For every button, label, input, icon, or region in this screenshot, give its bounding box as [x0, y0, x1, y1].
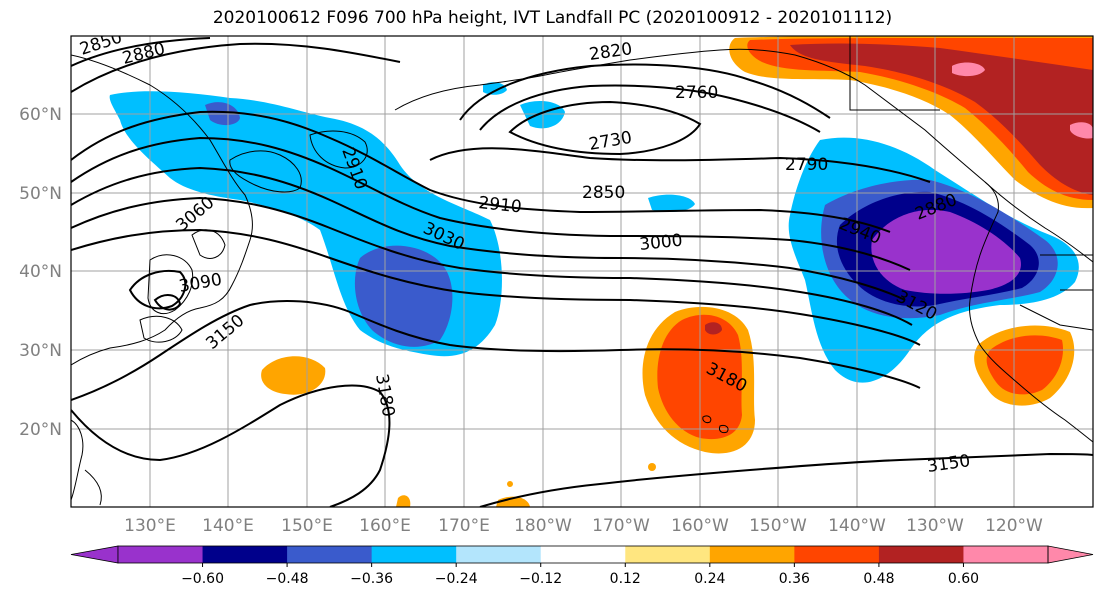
ivt-negative-east-core — [871, 209, 1021, 294]
colorbar: −0.60 −0.48 −0.36 −0.24 −0.12 0.12 0.24 0.36 0.4… — [70, 545, 1094, 587]
lat-label: 60°N — [19, 105, 62, 125]
height-contours — [71, 37, 1093, 507]
colorbar-ticks: −0.60 −0.48 −0.36 −0.24 −0.12 0.12 0.24 0.36 0.4… — [181, 563, 979, 587]
colorbar-border — [117, 545, 1049, 564]
colorbar-swatch — [371, 546, 457, 563]
contour-label: 2910 — [477, 193, 522, 217]
colorbar-tick-label: 0.36 — [779, 571, 810, 587]
ivt-positive-ne-pink2 — [1070, 122, 1093, 139]
colorbar-arrow-right — [1047, 545, 1094, 564]
colorbar-swatch — [456, 546, 542, 563]
colorbar-swatch — [202, 546, 288, 563]
lon-label: 180°W — [514, 516, 572, 536]
lon-label: 160°E — [359, 516, 411, 536]
chart-title: 2020100612 F096 700 hPa height, IVT Land… — [212, 8, 893, 28]
lat-label: 50°N — [19, 184, 62, 204]
colorbar-swatch — [540, 546, 626, 563]
lon-label: 170°W — [592, 516, 650, 536]
colorbar-arrow-left — [70, 545, 119, 564]
ivt-negative-small — [483, 82, 507, 95]
ivt-positive-ne-dark — [790, 43, 1093, 195]
lon-label: 160°W — [671, 516, 729, 536]
colorbar-tick-label: 0.60 — [948, 571, 979, 587]
ivt-positive-dot — [648, 463, 656, 471]
map-area: 2850 2880 2820 2760 2730 2790 2910 2850 … — [71, 36, 1093, 507]
contour-label: 2790 — [785, 155, 828, 175]
ivt-positive-central-dark — [705, 322, 722, 335]
ivt-positive-dot — [507, 481, 513, 487]
colorbar-swatch — [878, 546, 964, 563]
colorbar-swatch — [625, 546, 711, 563]
coastlines — [71, 36, 1093, 506]
lon-label: 140°E — [202, 516, 254, 536]
colorbar-tick-label: 0.12 — [610, 571, 641, 587]
lon-label: 150°W — [749, 516, 807, 536]
colorbar-tick-label: −0.60 — [181, 571, 224, 587]
contour-label: 2760 — [675, 83, 718, 103]
colorbar-tick-label: −0.12 — [519, 571, 562, 587]
colorbar-tick-label: 0.24 — [694, 571, 725, 587]
longitude-labels: 130°E 140°E 150°E 160°E 170°E 180°W 170°… — [124, 516, 1043, 536]
lon-label: 120°W — [985, 516, 1043, 536]
colorbar-swatch — [963, 546, 1049, 563]
lat-label: 40°N — [19, 262, 62, 282]
lat-label: 20°N — [19, 420, 62, 440]
lon-label: 170°E — [438, 516, 490, 536]
ivt-positive-ne-pink — [952, 62, 985, 77]
lat-label: 30°N — [19, 341, 62, 361]
lon-label: 150°E — [281, 516, 333, 536]
colorbar-segments — [70, 545, 1094, 564]
ivt-positive-sw — [261, 356, 326, 395]
colorbar-tick-label: −0.36 — [350, 571, 393, 587]
latitude-labels: 60°N 50°N 40°N 30°N 20°N — [19, 105, 62, 440]
colorbar-swatch — [794, 546, 880, 563]
ivt-negative-mid — [648, 194, 695, 212]
colorbar-swatch — [709, 546, 795, 563]
colorbar-tick-label: −0.48 — [266, 571, 309, 587]
colorbar-tick-label: 0.48 — [863, 571, 894, 587]
lon-label: 130°W — [906, 516, 964, 536]
colorbar-tick-label: −0.24 — [435, 571, 478, 587]
lon-label: 140°W — [828, 516, 886, 536]
ivt-positive-south — [396, 495, 411, 507]
map-frame — [70, 35, 1094, 508]
graticule — [71, 36, 1093, 507]
colorbar-swatch — [118, 546, 204, 563]
lon-label: 130°E — [124, 516, 176, 536]
colorbar-swatch — [287, 546, 373, 563]
contour-label: 2850 — [582, 183, 625, 203]
contour-label: 3000 — [638, 231, 683, 255]
